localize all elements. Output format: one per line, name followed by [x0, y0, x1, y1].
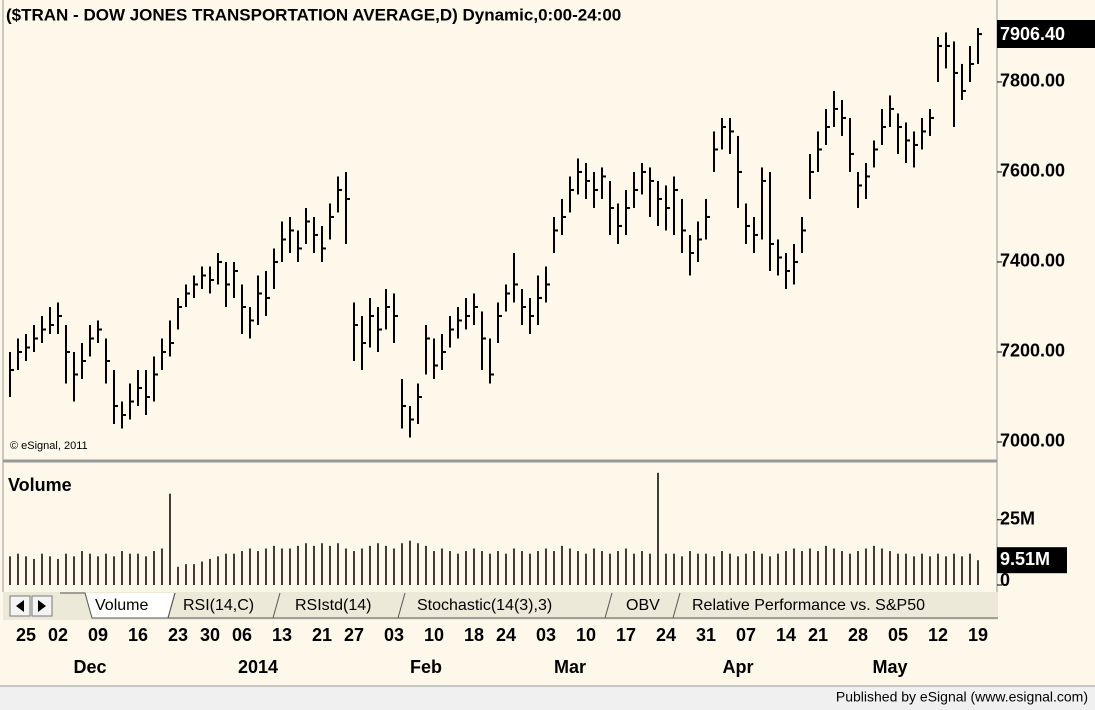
x-tick-label: 06 — [232, 625, 252, 645]
x-tick-label: 13 — [272, 625, 292, 645]
x-major-label: Dec — [73, 657, 106, 677]
x-major-label: 2014 — [238, 657, 278, 677]
chart-title: ($TRAN - DOW JONES TRANSPORTATION AVERAG… — [6, 5, 621, 24]
x-tick-label: 21 — [312, 625, 332, 645]
tab-label[interactable]: RSI(14,C) — [183, 597, 254, 614]
y2-tick-label: 0 — [1000, 570, 1010, 590]
x-tick-label: 05 — [888, 625, 908, 645]
volume-title: Volume — [8, 475, 72, 495]
x-tick-label: 27 — [344, 625, 364, 645]
x-tick-label: 02 — [48, 625, 68, 645]
arrow-right — [38, 600, 46, 612]
x-tick-label: 24 — [656, 625, 676, 645]
x-tick-label: 12 — [928, 625, 948, 645]
y-tick-label: 7200.00 — [1000, 341, 1065, 361]
x-tick-label: 30 — [200, 625, 220, 645]
last-price-box — [997, 20, 1095, 48]
x-tick-label: 28 — [848, 625, 868, 645]
x-tick-label: 24 — [496, 625, 516, 645]
x-tick-label: 10 — [576, 625, 596, 645]
arrow-left — [16, 600, 24, 612]
footer-text: Published by eSignal (www.esignal.com) — [836, 689, 1088, 705]
tab-label[interactable]: Volume — [95, 597, 148, 614]
last-volume-label: 9.51M — [1000, 549, 1050, 569]
tab-clip — [998, 592, 1095, 620]
y-tick-label: 7800.00 — [1000, 71, 1065, 91]
x-tick-label: 23 — [168, 625, 188, 645]
footer-bar — [0, 686, 1095, 710]
tab-label[interactable]: OBV — [626, 597, 660, 614]
x-tick-label: 03 — [384, 625, 404, 645]
x-major-label: Mar — [554, 657, 586, 677]
tab-dividers — [167, 592, 1000, 619]
x-major-label: Apr — [723, 657, 754, 677]
x-tick-label: 07 — [736, 625, 756, 645]
y-tick-label: 7000.00 — [1000, 431, 1065, 451]
x-tick-label: 16 — [128, 625, 148, 645]
copyright: © eSignal, 2011 — [10, 440, 88, 452]
y2-tick-label: 25M — [1000, 509, 1035, 529]
x-major-label: May — [872, 657, 907, 677]
x-tick-label: 31 — [696, 625, 716, 645]
tab-label[interactable]: Stochastic(14(3),3) — [417, 597, 552, 614]
last-volume-box — [997, 547, 1067, 574]
x-tick-label: 25 — [16, 625, 36, 645]
x-tick-label: 17 — [616, 625, 636, 645]
last-price-label: 7906.40 — [1000, 24, 1065, 44]
tab-label[interactable]: Relative Performance vs. S&P50 — [692, 597, 925, 614]
x-tick-label: 09 — [88, 625, 108, 645]
x-tick-label: 19 — [968, 625, 988, 645]
x-tick-label: 03 — [536, 625, 556, 645]
x-major-label: Feb — [410, 657, 442, 677]
x-tick-label: 21 — [808, 625, 828, 645]
x-tick-label: 10 — [424, 625, 444, 645]
y-tick-label: 7600.00 — [1000, 161, 1065, 181]
x-tick-label: 14 — [776, 625, 796, 645]
x-tick-label: 18 — [464, 625, 484, 645]
tab-label[interactable]: RSIstd(14) — [295, 597, 371, 614]
y-tick-label: 7400.00 — [1000, 251, 1065, 271]
